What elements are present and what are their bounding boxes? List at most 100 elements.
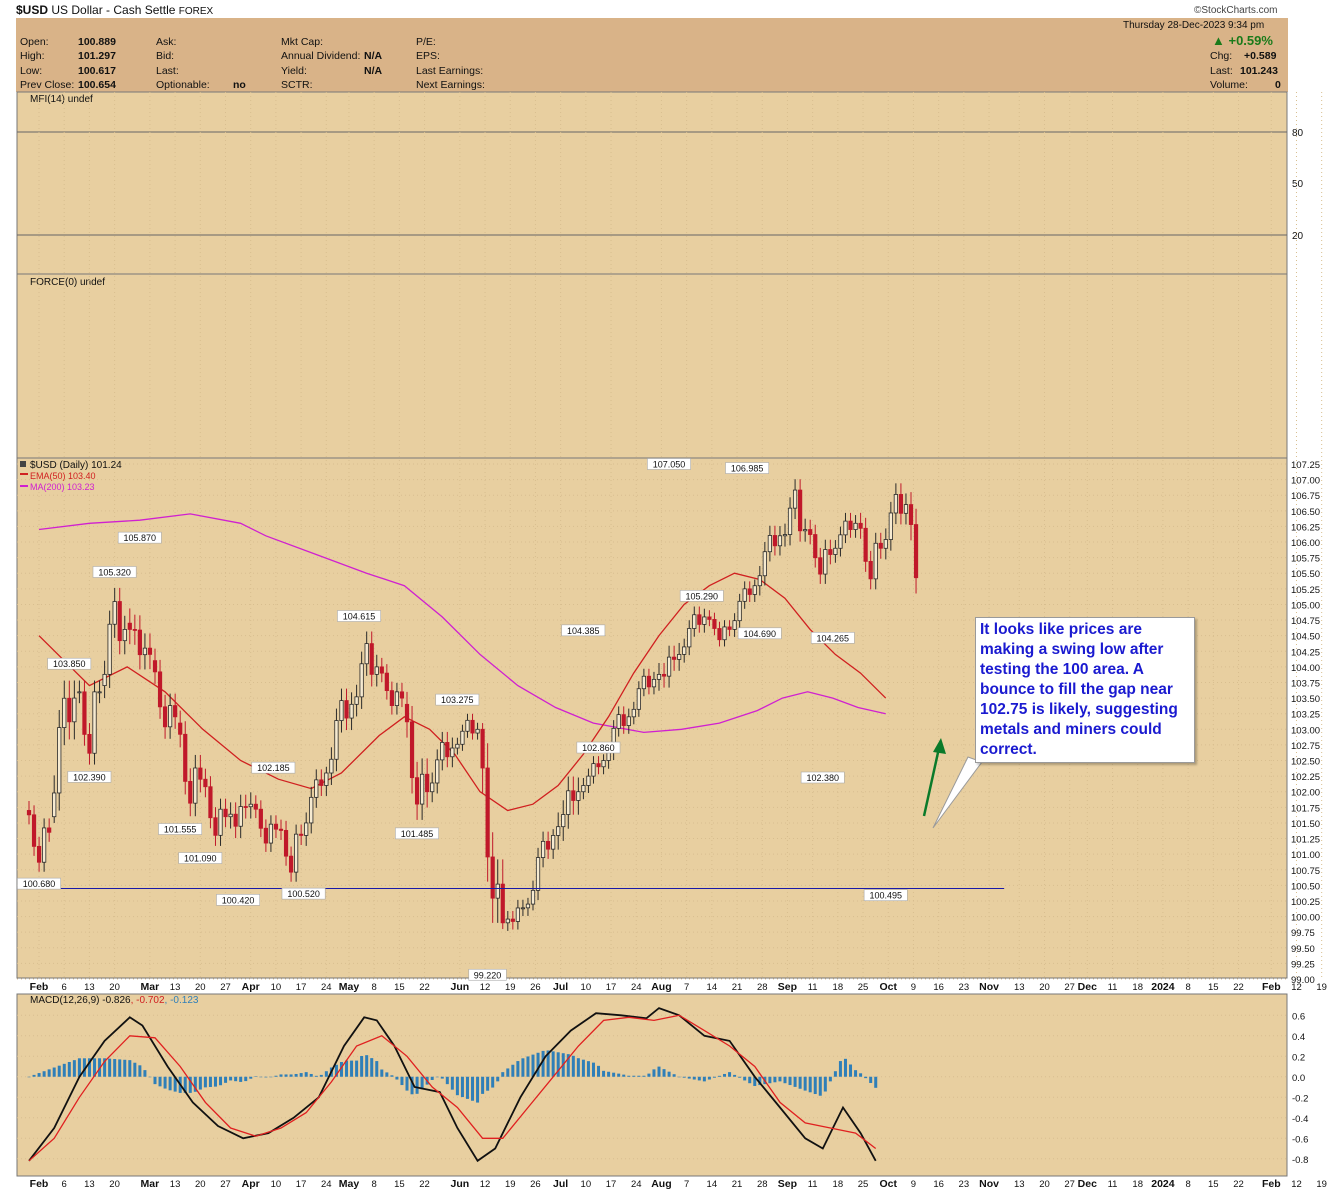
- macd-hist-bar: [279, 1074, 283, 1077]
- candle-body: [288, 855, 294, 873]
- candle-body: [828, 549, 833, 555]
- macd-hist-bar: [360, 1055, 364, 1077]
- x-tick-label: 26: [530, 982, 541, 993]
- candle-body: [425, 773, 430, 793]
- macd-hist-bar: [87, 1058, 91, 1077]
- macd-hist-bar: [304, 1072, 308, 1077]
- candle-body: [42, 827, 47, 863]
- candle-body: [379, 666, 384, 674]
- price-legend-swatch: [20, 461, 26, 467]
- pivot-label: 104.265: [817, 633, 850, 643]
- price-tick-label: 99.00: [1291, 975, 1315, 986]
- x-tick-label: 27: [220, 982, 231, 993]
- candle-body: [283, 830, 289, 857]
- candle-body: [183, 733, 188, 782]
- pivot-label: 100.495: [869, 891, 902, 901]
- last-earnings-label: Last Earnings:: [416, 65, 484, 77]
- pivot-label-box: [158, 823, 203, 835]
- pivot-label-box: [737, 627, 782, 640]
- macd-hist-bar: [410, 1076, 414, 1095]
- macd-title: MACD(12,26,9) -0.826, -0.702, -0.123: [30, 995, 199, 1006]
- x-tick-label: 22: [1233, 982, 1244, 993]
- annotation-callout: It looks like prices are making a swing …: [975, 617, 1195, 763]
- candle-body: [888, 512, 893, 540]
- x-tick-label: 20: [109, 982, 120, 993]
- yield-label: Yield:: [281, 65, 307, 77]
- macd-hist-bar: [652, 1069, 656, 1077]
- force-title: FORCE(0) undef: [30, 277, 105, 288]
- pivot-label: 100.420: [222, 895, 255, 905]
- macd-x-tick-label: 25: [858, 1179, 869, 1190]
- candle-body: [777, 535, 783, 547]
- macd-hist-bar: [420, 1076, 424, 1090]
- candle-body: [420, 773, 425, 805]
- x-tick-label: 12: [480, 982, 491, 993]
- x-tick-label: 22: [419, 982, 430, 993]
- candle-body: [147, 647, 153, 655]
- candle-body: [97, 691, 102, 694]
- macd-hist-bar: [319, 1074, 323, 1077]
- candle-body: [551, 835, 556, 850]
- candle-body: [67, 697, 72, 723]
- candle-body: [535, 857, 541, 891]
- candle-body: [193, 767, 198, 804]
- pivot-label-box: [47, 657, 92, 670]
- macd-hist-bar: [350, 1060, 354, 1077]
- optionable-value: no: [233, 79, 246, 91]
- candle-body: [883, 539, 888, 549]
- macd-hist-bar: [173, 1076, 177, 1092]
- macd-hist-bar: [380, 1069, 384, 1077]
- macd-x-tick-label: 13: [1014, 1179, 1025, 1190]
- x-tick-label: 13: [1014, 982, 1025, 993]
- macd-hist-bar: [546, 1050, 550, 1077]
- candle-body: [465, 719, 470, 732]
- macd-hist-bar: [526, 1056, 530, 1077]
- low-value: 100.617: [78, 65, 116, 77]
- ask-label: Ask:: [156, 36, 177, 48]
- candle-body: [752, 585, 757, 595]
- pivot-label-box: [337, 610, 381, 622]
- x-tick-label: 13: [170, 982, 181, 993]
- candle-body: [208, 786, 213, 819]
- candle-body: [500, 883, 505, 924]
- macd-x-tick-label: Jul: [553, 1178, 568, 1190]
- macd-hist-bar: [415, 1076, 419, 1094]
- macd-hist-bar: [47, 1069, 51, 1077]
- candle-body: [762, 551, 767, 577]
- macd-hist-bar: [32, 1074, 36, 1077]
- candle-body: [873, 542, 878, 580]
- macd-x-tick-label: 9: [911, 1179, 916, 1190]
- price-tick-label: 106.50: [1291, 507, 1320, 518]
- price-tick-label: 104.00: [1291, 663, 1320, 674]
- macd-x-tick-label: 20: [195, 1179, 206, 1190]
- price-tick-label: 102.00: [1291, 788, 1320, 799]
- macd-hist-bar: [597, 1065, 601, 1077]
- pivot-label: 103.275: [441, 695, 474, 705]
- macd-x-tick-label: 17: [296, 1179, 307, 1190]
- candle-body: [833, 547, 838, 555]
- pivot-label: 107.050: [653, 459, 686, 469]
- candle-body: [198, 767, 203, 780]
- macd-hist-bar: [803, 1076, 807, 1091]
- macd-x-tick-label: 16: [933, 1179, 944, 1190]
- candle-body: [677, 653, 682, 660]
- candle-body: [581, 785, 586, 793]
- last2-label: Last:: [1210, 65, 1233, 77]
- macd-hist-bar: [682, 1076, 686, 1078]
- candle-body: [656, 673, 662, 680]
- x-tick-label: 13: [84, 982, 95, 993]
- candle-body: [374, 666, 379, 675]
- price-tick-label: 106.75: [1291, 491, 1320, 502]
- macd-hist-bar: [143, 1070, 147, 1077]
- change-percent: ▲ +0.59%: [1212, 33, 1273, 48]
- macd-hist-bar: [198, 1076, 202, 1090]
- candle-body: [863, 527, 868, 562]
- candle-body: [621, 714, 626, 726]
- candle-body: [702, 616, 707, 625]
- pivot-label: 102.380: [806, 773, 839, 783]
- candle-body: [641, 675, 646, 690]
- candle-body: [445, 742, 450, 758]
- macd-x-tick-label: 10: [581, 1179, 592, 1190]
- macd-x-tick-label: 27: [1064, 1179, 1075, 1190]
- price-tick-label: 102.75: [1291, 741, 1320, 752]
